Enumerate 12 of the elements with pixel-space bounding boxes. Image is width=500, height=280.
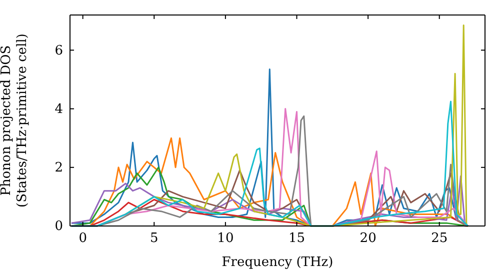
y-tick-label: 0 [54,219,63,234]
y-tick-label: 6 [54,43,63,58]
y-tick-label: 4 [54,102,63,117]
x-tick-label: 5 [150,231,158,246]
x-tick-label: 15 [288,231,306,246]
x-tick-label: 20 [360,231,376,246]
y-axis-title: Phonon projected DOS (States/THz·primitive cell) [0,33,30,208]
y-tick-label: 2 [54,160,63,176]
x-tick-label: 10 [217,231,234,246]
x-tick-label: 25 [431,231,448,246]
x-axis-title: Frequency (THz) [222,255,334,270]
x-tick-label: 0 [78,231,87,246]
